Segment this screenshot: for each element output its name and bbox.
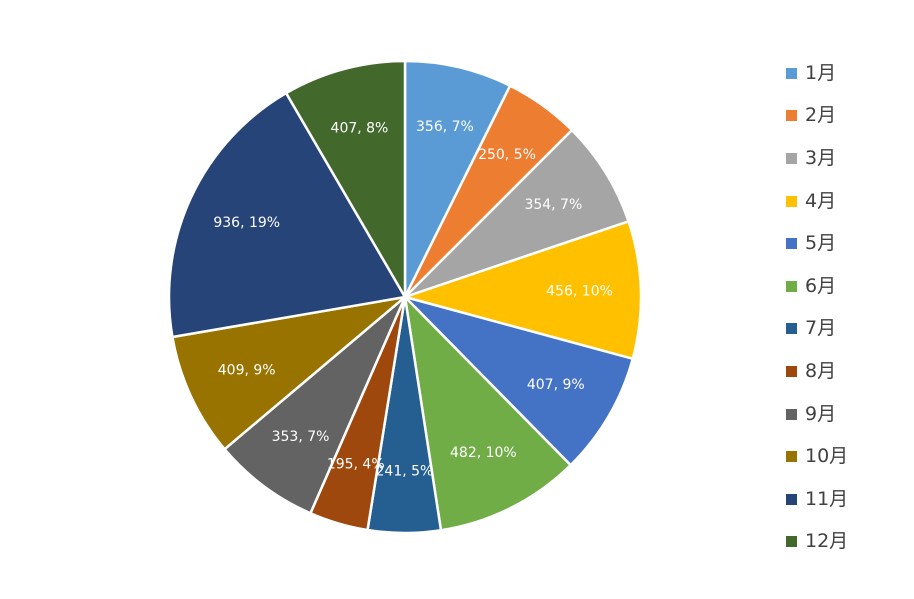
legend-label: 9月	[805, 402, 837, 425]
legend-item-12: 12月	[786, 521, 906, 564]
legend-item-2: 2月	[786, 95, 906, 138]
legend-label: 5月	[805, 232, 837, 255]
legend-swatch	[786, 408, 797, 420]
legend-label: 3月	[805, 146, 837, 169]
legend-swatch	[786, 195, 797, 207]
legend-item-10: 10月	[786, 435, 906, 478]
pie-data-label-12: 407, 8%	[331, 120, 389, 136]
legend-label: 2月	[805, 104, 837, 127]
legend-swatch	[786, 536, 797, 548]
legend-label: 12月	[805, 530, 849, 553]
pie-data-label-9: 353, 7%	[272, 429, 330, 445]
legend-item-5: 5月	[786, 222, 906, 265]
pie-slice-6	[403, 295, 572, 532]
legend-item-11: 11月	[786, 478, 906, 521]
pie-data-label-10: 409, 9%	[218, 363, 276, 379]
legend-item-1: 1月	[786, 52, 906, 95]
legend-label: 7月	[805, 317, 837, 340]
legend-label: 1月	[805, 61, 837, 84]
pie-data-label-6: 482, 10%	[450, 445, 517, 461]
legend-swatch	[786, 280, 797, 292]
legend-swatch	[786, 152, 797, 164]
legend-swatch	[786, 67, 797, 79]
pie-slices	[167, 59, 643, 535]
pie-slice-12	[284, 59, 407, 299]
chart-legend: 1月 2月 3月 4月 5月 6月 7月 8月 9月 10月 11月 12月	[786, 52, 906, 563]
pie-data-label-11: 936, 19%	[213, 215, 280, 231]
legend-item-8: 8月	[786, 350, 906, 393]
pie-slice-4	[403, 220, 643, 361]
legend-swatch	[786, 451, 797, 463]
pie-slice-1	[403, 59, 512, 299]
pie-data-label-8: 195, 4%	[327, 457, 385, 473]
legend-swatch	[786, 323, 797, 335]
pie-slice-5	[403, 295, 635, 467]
legend-label: 11月	[805, 487, 849, 510]
pie-data-label-1: 356, 7%	[416, 119, 474, 135]
legend-swatch	[786, 493, 797, 505]
pie-data-label-5: 407, 9%	[527, 377, 585, 393]
legend-swatch	[786, 365, 797, 377]
legend-item-7: 7月	[786, 308, 906, 351]
pie-slice-10	[171, 295, 407, 451]
legend-item-4: 4月	[786, 180, 906, 223]
pie-slice-3	[403, 128, 630, 299]
legend-label: 8月	[805, 359, 837, 382]
pie-data-label-7: 241, 5%	[376, 464, 434, 480]
legend-swatch	[786, 238, 797, 250]
legend-label: 6月	[805, 274, 837, 297]
legend-label: 4月	[805, 189, 837, 212]
pie-data-label-4: 456, 10%	[546, 284, 613, 300]
legend-item-9: 9月	[786, 393, 906, 436]
pie-data-label-2: 250, 5%	[478, 147, 536, 163]
legend-item-6: 6月	[786, 265, 906, 308]
pie-data-label-3: 354, 7%	[524, 197, 582, 213]
pie-slice-9	[223, 295, 407, 515]
legend-label: 10月	[805, 445, 849, 468]
legend-item-3: 3月	[786, 137, 906, 180]
pie-data-labels: 356, 7%250, 5% 354, 7% 456, 10% 407, 9% 482,…	[213, 119, 613, 480]
pie-slice-11	[167, 91, 407, 339]
legend-swatch	[786, 110, 797, 122]
